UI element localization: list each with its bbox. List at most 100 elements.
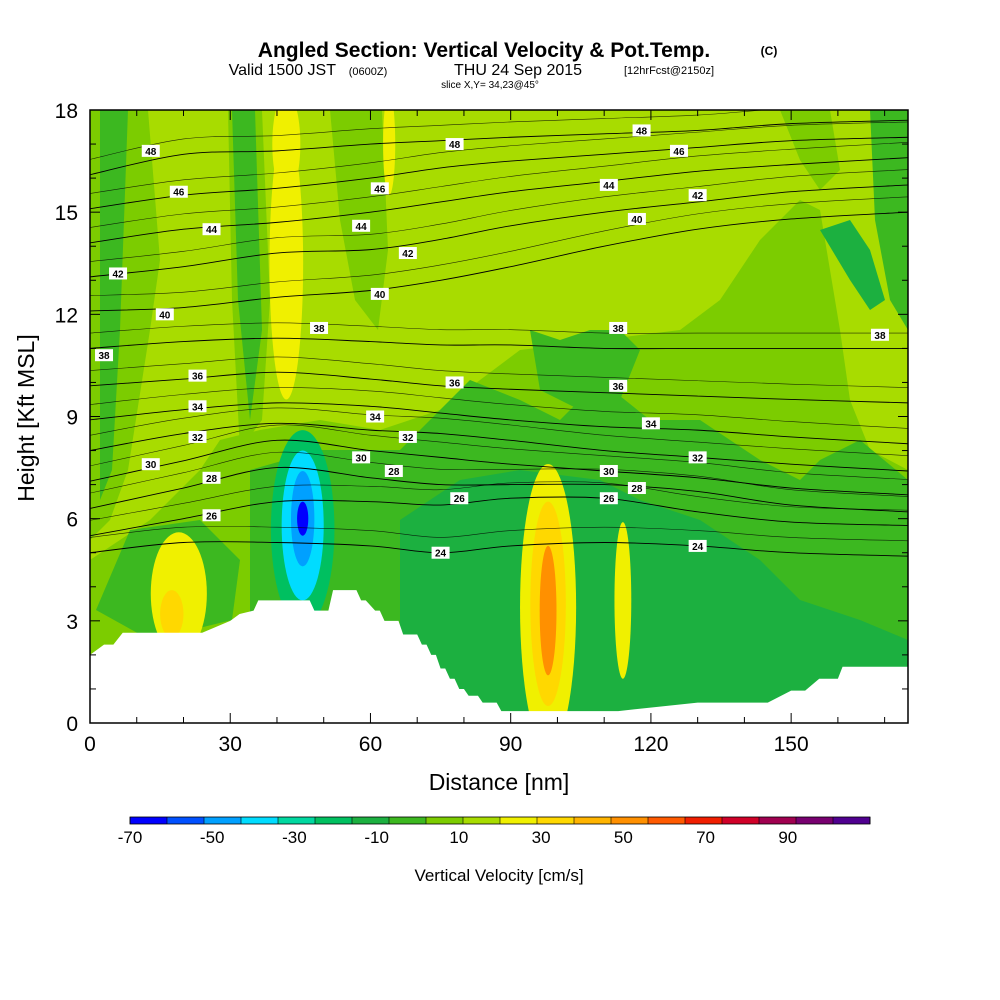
isentrope-label-bg bbox=[688, 189, 707, 202]
isentrope-label-text: 26 bbox=[454, 494, 466, 505]
subtitle-date: THU 24 Sep 2015 bbox=[454, 62, 582, 79]
colorbar-swatch-8 bbox=[426, 817, 464, 824]
subtitle-valid: Valid 1500 JST bbox=[229, 62, 337, 79]
isentrope-label-34-7: 34 bbox=[188, 400, 207, 413]
colorbar-swatch-10 bbox=[500, 817, 538, 824]
velocity-cell-50-9 bbox=[539, 545, 557, 676]
y-tick-label: 18 bbox=[55, 100, 78, 123]
isentrope-label-34-33: 34 bbox=[641, 417, 660, 430]
isentrope-label-text: 24 bbox=[692, 542, 704, 553]
velocity-cell-10-7 bbox=[614, 522, 632, 679]
isentrope-label-bg bbox=[141, 144, 160, 157]
isentrope-minor-30 bbox=[90, 424, 908, 480]
isentrope-26 bbox=[90, 496, 908, 537]
band-east-a bbox=[820, 220, 885, 310]
isentrope-label-bg bbox=[155, 308, 174, 321]
colorbar-swatch-7 bbox=[389, 817, 427, 824]
colorbar-label: 50 bbox=[614, 828, 633, 847]
isentrope-label-28-22: 28 bbox=[384, 464, 403, 478]
isentrope-label-42-28: 42 bbox=[688, 189, 707, 202]
isentrope-label-32-20: 32 bbox=[398, 430, 417, 444]
isentrope-44 bbox=[90, 157, 908, 244]
isentrope-label-40-29: 40 bbox=[627, 212, 646, 226]
isentrope-label-text: 34 bbox=[192, 402, 204, 413]
isentrope-label-text: 44 bbox=[206, 225, 218, 236]
isentrope-label-text: 48 bbox=[636, 126, 648, 137]
isentrope-label-text: 38 bbox=[613, 324, 625, 335]
plot-area: 48 46 44 42 40 38 36 34 32 30 28 26 48 46 44 42 40 38 36 34… bbox=[90, 110, 908, 723]
colorbar-swatch-2 bbox=[204, 817, 242, 824]
isentrope-label-bg bbox=[188, 430, 207, 443]
isentrope-minor-24 bbox=[90, 525, 908, 542]
isentrope-minor-46 bbox=[90, 121, 908, 194]
isentrope-label-bg bbox=[450, 492, 469, 505]
velocity-cell-neg70-12 bbox=[297, 501, 309, 536]
isentrope-label-bg bbox=[431, 546, 450, 559]
isentrope-label-text: 30 bbox=[356, 453, 368, 464]
isentrope-label-bg bbox=[384, 464, 403, 477]
colorbar: -70 -50 -30 -10 10 30 50 70 90 bbox=[118, 816, 871, 847]
isentrope-48 bbox=[90, 119, 908, 176]
isentrope-label-36-18: 36 bbox=[445, 376, 464, 389]
x-tick-label: 90 bbox=[499, 733, 522, 756]
isentrope-34 bbox=[90, 402, 908, 445]
slice-label: slice X,Y= 34,23@45° bbox=[441, 80, 539, 91]
isentrope-label-bg bbox=[188, 400, 207, 413]
colorbar-swatch-12 bbox=[574, 817, 612, 824]
isentrope-label-bg bbox=[398, 430, 417, 443]
colorbar-label: 90 bbox=[778, 828, 797, 847]
isentrope-label-bg bbox=[95, 349, 114, 362]
isentrope-label-text: 24 bbox=[435, 549, 447, 560]
colorbar-swatch-19 bbox=[833, 817, 871, 824]
isentrope-minor-48 bbox=[90, 110, 769, 160]
isentrope-label-40-16: 40 bbox=[370, 287, 389, 301]
isentrope-label-44-2: 44 bbox=[202, 223, 221, 236]
isentrope-label-text: 38 bbox=[874, 331, 886, 342]
isentrope-label-30-35: 30 bbox=[599, 464, 618, 478]
isentrope-minor-42 bbox=[90, 169, 908, 262]
x-axis: 0 30 60 90 120 150 bbox=[84, 110, 886, 756]
isentrope-label-bg bbox=[870, 328, 889, 341]
y-tick-label: 9 bbox=[66, 407, 78, 430]
colorbar-label: -50 bbox=[200, 828, 225, 847]
colorbar-title: Vertical Velocity [cm/s] bbox=[414, 866, 583, 885]
colorbar-label: -70 bbox=[118, 828, 143, 847]
isentrope-label-text: 44 bbox=[356, 222, 368, 233]
isentrope-label-text: 36 bbox=[613, 382, 625, 393]
colorbar-swatch-13 bbox=[611, 817, 649, 824]
colorbar-swatch-14 bbox=[648, 817, 686, 824]
chart-title-units: (C) bbox=[761, 44, 778, 58]
y-axis-title: Height [Kft MSL] bbox=[13, 334, 39, 501]
isentrope-label-38-17: 38 bbox=[310, 321, 329, 335]
colorbar-swatch-11 bbox=[537, 817, 575, 824]
isentrope-label-bg bbox=[609, 321, 628, 334]
isentrope-label-30-9: 30 bbox=[141, 458, 160, 471]
subtitle-zulu: (0600Z) bbox=[349, 66, 388, 78]
isentrope-label-46-1: 46 bbox=[169, 185, 188, 199]
isentrope-minor-40 bbox=[90, 196, 908, 296]
velocity-cell-30-11 bbox=[160, 590, 184, 638]
colorbar-label: 70 bbox=[696, 828, 715, 847]
x-tick-label: 0 bbox=[84, 733, 96, 756]
isentrope-label-bg bbox=[202, 223, 221, 236]
y-tick-label: 6 bbox=[66, 509, 78, 532]
isentrope-label-48-0: 48 bbox=[141, 144, 160, 158]
isentrope-label-bg bbox=[366, 410, 385, 423]
isentrope-46 bbox=[90, 136, 908, 210]
isentrope-label-46-13: 46 bbox=[370, 182, 389, 195]
colorbar-label: -30 bbox=[282, 828, 307, 847]
isentrope-label-bg bbox=[599, 492, 618, 505]
isentrope-label-bg bbox=[202, 509, 221, 522]
x-axis-title: Distance [nm] bbox=[429, 769, 570, 795]
isentrope-label-text: 34 bbox=[370, 413, 382, 424]
isentrope-minor-34 bbox=[90, 387, 908, 429]
colorbar-swatch-5 bbox=[315, 817, 353, 824]
isentrope-label-text: 26 bbox=[603, 494, 615, 505]
isentrope-30 bbox=[90, 439, 908, 496]
isentrope-label-text: 30 bbox=[603, 467, 615, 478]
isentrope-label-bg bbox=[669, 144, 688, 157]
isentrope-32 bbox=[90, 422, 908, 472]
isentrope-label-bg bbox=[398, 247, 417, 260]
isentrope-label-text: 46 bbox=[173, 188, 185, 199]
isentrope-label-48-12: 48 bbox=[445, 138, 464, 151]
